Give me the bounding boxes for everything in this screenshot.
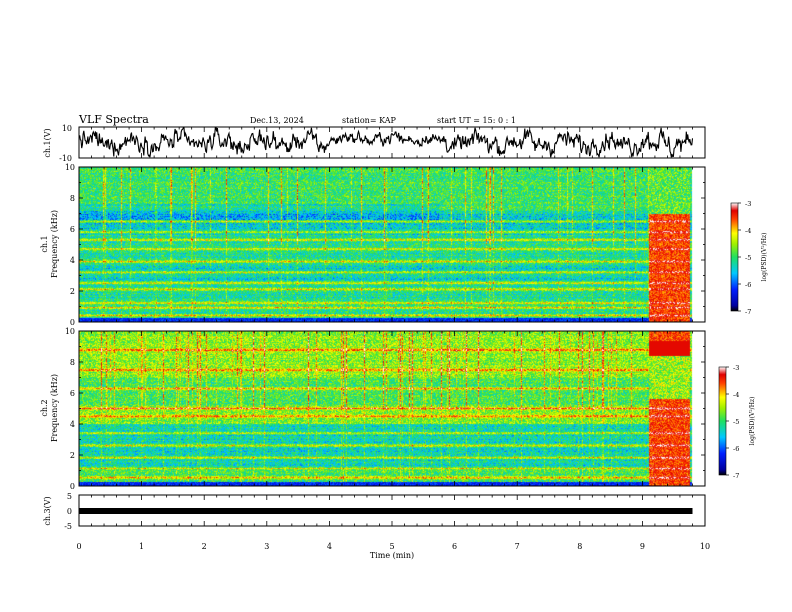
ch2-colorbar-ticks	[726, 366, 729, 476]
ch3-ytick-mid: 0	[67, 507, 72, 516]
ch2-colorbar-gradient	[718, 366, 727, 476]
ch2-cb-tick-m5: -5	[733, 418, 739, 426]
ch1-channel-label: ch.1	[40, 235, 49, 252]
time-tick-10: 10	[700, 542, 710, 551]
ch1-cb-tick-m3: -3	[745, 200, 751, 208]
ch1-freq-tick-2: 2	[70, 287, 75, 296]
time-tick-9: 9	[640, 542, 645, 551]
ch1-waveform-ylabel: ch.1(V)	[43, 128, 52, 157]
ch1-freq-tick-4: 4	[70, 256, 75, 265]
ch2-freq-tick-2: 2	[70, 451, 75, 460]
ch2-freq-tick-4: 4	[70, 420, 75, 429]
ch1-waveform-trace	[79, 127, 694, 158]
ch1-cb-tick-m5: -5	[745, 254, 751, 262]
ch2-spectrogram-heatmap	[79, 331, 705, 486]
figure-title: VLF Spectra	[78, 113, 149, 126]
ch1-freq-tick-6: 6	[70, 225, 75, 234]
time-tick-3: 3	[264, 542, 269, 551]
time-tick-2: 2	[202, 542, 207, 551]
ch1-colorbar-ticks	[738, 202, 741, 312]
ch1-waveform-xticks	[78, 127, 706, 158]
ch1-waveform-panel: 10 -10 ch.1(V)	[43, 124, 706, 163]
ch2-spectrogram-panel: 0 2 4 6 8 10 ch.2 Frequency (kHz)	[40, 327, 706, 491]
ch2-freq-tick-6: 6	[70, 389, 75, 398]
ch3-waveform-panel: 5 0 -5 ch.3(V)	[43, 492, 706, 531]
ch2-cb-tick-m6: -6	[733, 445, 739, 453]
ch2-cb-tick-m4: -4	[733, 391, 739, 399]
ch1-spectrogram-ticks	[78, 166, 706, 323]
ch2-colorbar-label: log(PSD)(V²/Hz)	[749, 397, 756, 446]
ch2-cb-tick-m3: -3	[733, 364, 739, 372]
time-tick-4: 4	[327, 542, 332, 551]
ch2-freq-tick-0: 0	[70, 482, 75, 491]
ch2-freq-tick-8: 8	[70, 358, 75, 367]
date-label: Dec.13, 2024	[250, 116, 304, 125]
time-tick-1: 1	[139, 542, 144, 551]
ch1-ytick-bottom: -10	[59, 154, 72, 163]
ch1-freq-tick-0: 0	[70, 318, 75, 327]
ch1-spectrogram-panel: 0 2 4 6 8 10 ch.1 Frequency (kHz)	[40, 163, 706, 327]
ch1-colorbar-gradient	[730, 202, 739, 312]
ch3-ytick-bottom: -5	[64, 522, 72, 531]
ch1-cb-tick-m7: -7	[745, 308, 751, 316]
station-label: station= KAP	[342, 116, 397, 125]
time-tick-7: 7	[515, 542, 520, 551]
time-axis-label: Time (min)	[370, 551, 414, 560]
ch2-colorbar: -3 -4 -5 -6 -7 log(PSD)(V²/Hz)	[718, 364, 756, 480]
ch2-channel-label: ch.2	[40, 399, 49, 416]
ch3-ytick-top: 5	[67, 492, 72, 501]
ch1-colorbar-label: log(PSD)(V²/Hz)	[761, 233, 768, 282]
ch1-waveform-line	[79, 127, 694, 158]
ch1-cb-tick-m4: -4	[745, 227, 751, 235]
ch1-frequency-ylabel: Frequency (kHz)	[50, 210, 59, 278]
time-tick-0: 0	[76, 542, 81, 551]
start-time-label: start UT = 15: 0 : 1	[437, 116, 516, 125]
ch1-colorbar: -3 -4 -5 -6 -7 log(PSD)(V²/Hz)	[730, 200, 768, 316]
time-tick-6: 6	[452, 542, 457, 551]
ch1-ytick-top: 10	[62, 124, 72, 133]
time-tick-8: 8	[577, 542, 582, 551]
ch2-frequency-ylabel: Frequency (kHz)	[50, 374, 59, 442]
ch3-waveform-trace	[79, 508, 693, 514]
ch1-spectrogram-heatmap	[79, 167, 705, 322]
ch1-cb-tick-m6: -6	[745, 281, 751, 289]
ch1-freq-tick-10: 10	[65, 163, 75, 172]
time-axis: 0 1 2 3 4 5 6 7 8 9 10 Time (min)	[76, 542, 710, 560]
ch1-freq-tick-8: 8	[70, 194, 75, 203]
ch3-waveform-ylabel: ch.3(V)	[43, 496, 52, 525]
ch2-cb-tick-m7: -7	[733, 472, 739, 480]
ch2-spectrogram-ticks	[78, 330, 706, 487]
ch2-freq-tick-10: 10	[65, 327, 75, 336]
ch3-waveform-xticks	[78, 495, 706, 526]
time-tick-5: 5	[389, 542, 394, 551]
